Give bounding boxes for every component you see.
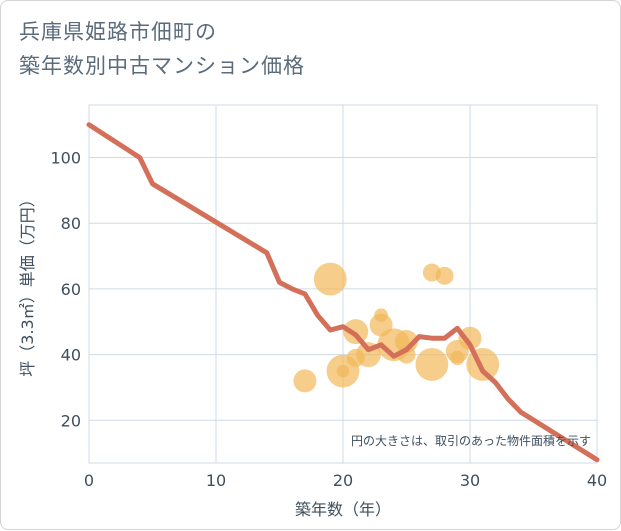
x-axis-label: 築年数（年） [295, 500, 391, 519]
y-tick-label: 80 [61, 214, 81, 233]
trend-line-series [86, 122, 600, 463]
x-tick-label: 30 [460, 471, 480, 490]
bubble-point [435, 266, 454, 285]
trend-line [86, 122, 600, 463]
bubble-point [343, 319, 369, 345]
y-tick-label: 40 [61, 346, 81, 365]
chart-title-line-2: 築年数別中古マンション価格 [19, 54, 305, 78]
bubble-point [415, 348, 449, 381]
x-tick-label: 10 [206, 471, 226, 490]
x-tick-label: 0 [84, 471, 94, 490]
y-tick-label: 20 [61, 411, 81, 430]
chart-title-line-1: 兵庫県姫路市佃町の [19, 20, 217, 44]
chart-title: 兵庫県姫路市佃町の 築年数別中古マンション価格 [19, 15, 305, 83]
x-tick-label: 20 [333, 471, 353, 490]
y-tick-label: 60 [61, 280, 81, 299]
bubble-size-note: 円の大きさは、取引のあった物件面積を示す [351, 433, 591, 448]
y-axis-ticks: 20 40 60 80 100 [50, 149, 81, 431]
bubble-point [293, 369, 317, 393]
bubble-point [374, 308, 388, 322]
y-axis-label: 坪（3.3㎡）単価（万円） [18, 191, 37, 376]
bubble-point [313, 262, 347, 296]
bubble-point [450, 350, 465, 366]
x-axis-ticks: 0 10 20 30 40 [84, 471, 607, 490]
bubble-series [293, 262, 500, 393]
y-tick-label: 100 [50, 149, 81, 168]
bubble-point [336, 364, 350, 378]
x-tick-label: 40 [587, 471, 607, 490]
bubble-point [458, 326, 482, 350]
